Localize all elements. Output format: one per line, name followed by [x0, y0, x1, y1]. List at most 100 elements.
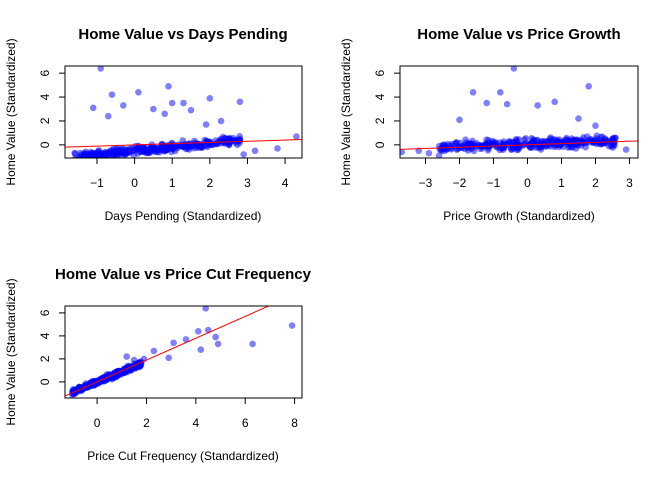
- x-tick-label: 0: [94, 416, 101, 430]
- data-point: [536, 140, 544, 148]
- x-tick-label: 2: [592, 176, 599, 190]
- data-point: [123, 353, 130, 360]
- data-point: [496, 146, 504, 154]
- y-axis-label: Home Value (Standardized): [4, 38, 18, 185]
- data-point: [83, 381, 90, 389]
- data-point: [133, 145, 141, 153]
- data-point: [575, 115, 582, 122]
- data-point: [105, 112, 112, 120]
- x-tick-label: −3: [419, 176, 433, 190]
- x-axis-label: Price Growth (Standardized): [443, 209, 594, 223]
- data-point: [202, 121, 210, 128]
- data-point: [97, 66, 104, 72]
- regression-line: [400, 140, 638, 150]
- data-point: [249, 340, 256, 348]
- data-point: [293, 133, 300, 140]
- data-point: [500, 138, 508, 145]
- data-point: [551, 98, 558, 106]
- data-point: [217, 137, 225, 144]
- data-point: [169, 145, 176, 152]
- data-point: [130, 356, 138, 364]
- data-point: [187, 106, 195, 114]
- x-axis-label: Price Cut Frequency (Standardized): [87, 449, 278, 463]
- x-tick-label: 2: [206, 176, 213, 190]
- panel-title: Home Value vs Price Growth: [417, 26, 620, 43]
- y-tick-label: 6: [38, 309, 52, 316]
- x-tick-label: 1: [169, 176, 176, 190]
- data-point: [97, 153, 104, 158]
- data-point: [515, 136, 523, 143]
- data-point: [135, 89, 142, 96]
- data-point: [206, 95, 214, 102]
- regression-line: [65, 139, 302, 148]
- data-point: [236, 98, 244, 106]
- points-group: [69, 306, 296, 398]
- x-tick-label: 3: [244, 176, 251, 190]
- data-point: [150, 347, 158, 355]
- data-point: [89, 104, 97, 112]
- data-point: [251, 147, 259, 155]
- y-tick-label: 2: [373, 117, 387, 124]
- data-point: [240, 151, 247, 158]
- x-tick-label: 0: [131, 176, 138, 190]
- data-point: [175, 143, 183, 150]
- y-tick-label: 0: [373, 141, 387, 148]
- x-tick-label: −1: [487, 176, 501, 190]
- y-tick-label: 6: [38, 70, 52, 77]
- data-point: [425, 149, 433, 157]
- x-tick-label: 6: [242, 416, 249, 430]
- data-point: [158, 141, 165, 149]
- regression-line: [65, 306, 270, 397]
- data-point: [603, 137, 611, 145]
- data-point: [197, 144, 205, 151]
- data-point: [534, 102, 541, 109]
- data-point: [584, 136, 591, 144]
- data-point: [161, 110, 168, 118]
- data-point: [165, 83, 172, 90]
- x-axis-label: Days Pending (Standardized): [105, 209, 262, 223]
- data-point: [101, 150, 109, 157]
- data-point: [585, 83, 592, 90]
- x-tick-label: −1: [90, 176, 104, 190]
- data-point: [144, 143, 151, 151]
- data-point: [170, 339, 177, 347]
- data-point: [592, 122, 599, 129]
- data-point: [483, 99, 491, 107]
- data-point: [503, 100, 511, 108]
- plot-frame: [64, 65, 303, 159]
- data-point: [593, 132, 601, 139]
- data-point: [105, 155, 113, 158]
- data-point: [400, 148, 405, 156]
- y-tick-label: 2: [38, 355, 52, 362]
- y-tick-label: 0: [38, 378, 52, 385]
- data-point: [180, 142, 188, 150]
- data-point: [568, 135, 576, 142]
- data-point: [456, 116, 463, 124]
- data-point: [435, 152, 443, 158]
- data-point: [214, 340, 222, 348]
- data-point: [440, 141, 448, 148]
- y-tick-label: 0: [38, 141, 52, 148]
- y-tick-label: 4: [373, 93, 387, 100]
- data-point: [528, 135, 535, 142]
- data-point: [165, 354, 172, 362]
- data-point: [510, 66, 518, 72]
- x-tick-label: 2: [143, 416, 150, 430]
- y-tick-label: 4: [38, 93, 52, 100]
- data-point: [452, 140, 459, 147]
- panel-days-pending: Home Value vs Days Pending Days Pending …: [4, 26, 303, 223]
- y-tick-label: 2: [38, 117, 52, 124]
- data-point: [497, 89, 504, 96]
- panel-title: Home Value vs Price Cut Frequency: [55, 266, 312, 283]
- x-tick-label: 0: [524, 176, 531, 190]
- data-point: [598, 133, 606, 140]
- data-point: [182, 336, 190, 343]
- data-point: [622, 146, 630, 153]
- x-tick-label: 1: [558, 176, 565, 190]
- data-point: [71, 150, 79, 158]
- data-point: [521, 136, 528, 143]
- data-point: [436, 145, 444, 153]
- panel-price-growth: Home Value vs Price Growth Price Growth …: [339, 26, 639, 223]
- data-point: [576, 138, 584, 146]
